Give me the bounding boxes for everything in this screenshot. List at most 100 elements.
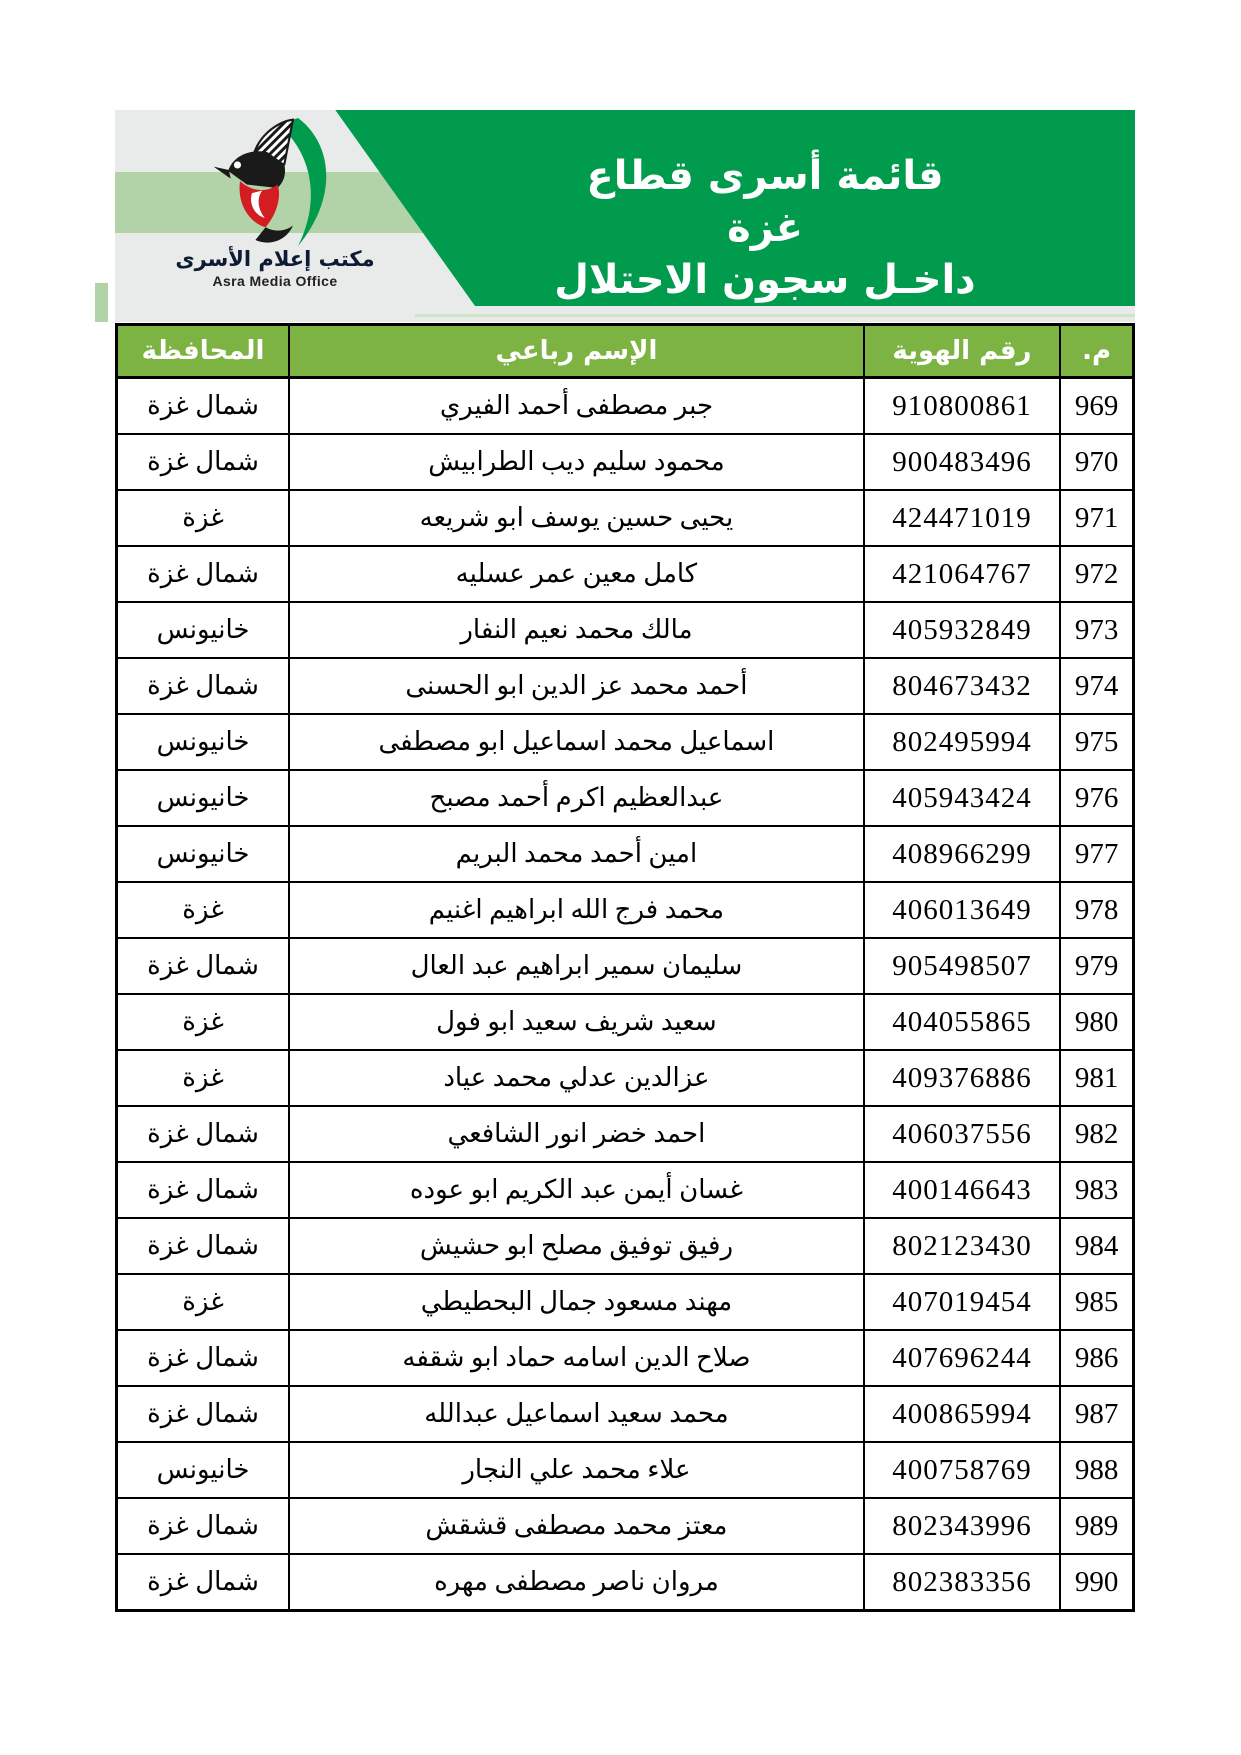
table-row: 982 406037556 احمد خضر انور الشافعي شمال غز… [115,1105,1135,1163]
table-row: 970 900483496 محمود سليم ديب الطرابيش شمال … [115,433,1135,491]
cell-name: اسماعيل محمد اسماعيل ابو مصطفى [288,713,865,771]
cell-gov: خانيونس [115,769,291,827]
cell-id: 404055865 [862,993,1062,1051]
table-header: م. رقم الهوية الإسم رباعي المحافظة [115,323,1135,379]
banner-title-line1: قائمة أسرى قطاع غزة [586,153,944,251]
bird-logo-icon [170,118,380,246]
cell-name: عزالدين عدلي محمد عياد [288,1049,865,1107]
cell-idx: 985 [1059,1273,1135,1331]
cell-id: 905498507 [862,937,1062,995]
cell-idx: 981 [1059,1049,1135,1107]
cell-id: 424471019 [862,489,1062,547]
cell-name: أحمد محمد عز الدين ابو الحسنى [288,657,865,715]
cell-id: 910800861 [862,376,1062,435]
header-cell-id: رقم الهوية [862,323,1062,379]
table-row: 973 405932849 مالك محمد نعيم النفار خانيونس [115,601,1135,659]
cell-name: عبدالعظيم اكرم أحمد مصبح [288,769,865,827]
cell-id: 400146643 [862,1161,1062,1219]
asra-logo: مكتب إعلام الأسرى Asra Media Office [170,118,380,290]
cell-id: 802495994 [862,713,1062,771]
cell-gov: خانيونس [115,825,291,883]
banner-title: قائمة أسرى قطاع غزة داخـل سجون الاحتلال [545,150,985,306]
cell-name: يحيى حسين يوسف ابو شريعه [288,489,865,547]
cell-id: 406037556 [862,1105,1062,1163]
cell-id: 804673432 [862,657,1062,715]
cell-idx: 986 [1059,1329,1135,1387]
cell-idx: 982 [1059,1105,1135,1163]
cell-id: 409376886 [862,1049,1062,1107]
cell-id: 408966299 [862,825,1062,883]
cell-gov: غزة [115,1273,291,1331]
cell-idx: 979 [1059,937,1135,995]
cell-idx: 975 [1059,713,1135,771]
cell-id: 407696244 [862,1329,1062,1387]
cell-gov: غزة [115,881,291,939]
cell-name: كامل معين عمر عسليه [288,545,865,603]
cell-name: احمد خضر انور الشافعي [288,1105,865,1163]
cell-idx: 969 [1059,376,1135,435]
cell-gov: شمال غزة [115,545,291,603]
cell-id: 802343996 [862,1497,1062,1555]
header-banner: قائمة أسرى قطاع غزة داخـل سجون الاحتلال [115,110,1135,322]
cell-gov: شمال غزة [115,376,291,435]
cell-gov: خانيونس [115,1441,291,1499]
table-row: 977 408966299 امين أحمد محمد البريم خانيونس [115,825,1135,883]
cell-idx: 988 [1059,1441,1135,1499]
table-row: 987 400865994 محمد سعيد اسماعيل عبدالله شما… [115,1385,1135,1443]
cell-name: غسان أيمن عبد الكريم ابو عوده [288,1161,865,1219]
left-edge-accent [95,283,108,322]
cell-gov: شمال غزة [115,1497,291,1555]
cell-id: 406013649 [862,881,1062,939]
cell-name: رفيق توفيق مصلح ابو حشيش [288,1217,865,1275]
cell-idx: 976 [1059,769,1135,827]
table-row: 971 424471019 يحيى حسين يوسف ابو شريعه غزة [115,489,1135,547]
header-row: م. رقم الهوية الإسم رباعي المحافظة [115,323,1135,379]
cell-idx: 990 [1059,1553,1135,1612]
header-cell-gov: المحافظة [115,323,291,379]
table-row: 969 910800861 جبر مصطفى أحمد الفيري شمال غز… [115,376,1135,435]
cell-name: سليمان سمير ابراهيم عبد العال [288,937,865,995]
table-row: 972 421064767 كامل معين عمر عسليه شمال غزة [115,545,1135,603]
cell-gov: شمال غزة [115,1553,291,1612]
table-row: 984 802123430 رفيق توفيق مصلح ابو حشيش شمال… [115,1217,1135,1275]
logo-caption-english: Asra Media Office [212,273,338,289]
table-row: 986 407696244 صلاح الدين اسامه حماد ابو شق… [115,1329,1135,1387]
cell-gov: شمال غزة [115,657,291,715]
cell-gov: شمال غزة [115,1161,291,1219]
cell-name: معتز محمد مصطفى قشقش [288,1497,865,1555]
header-cell-name: الإسم رباعي [288,323,865,379]
banner-hairline [415,314,1135,317]
cell-name: مروان ناصر مصطفى مهره [288,1553,865,1612]
cell-gov: شمال غزة [115,1217,291,1275]
cell-id: 421064767 [862,545,1062,603]
cell-gov: خانيونس [115,713,291,771]
cell-idx: 989 [1059,1497,1135,1555]
green-wedge [335,110,1135,306]
table-row: 979 905498507 سليمان سمير ابراهيم عبد العا… [115,937,1135,995]
cell-gov: شمال غزة [115,433,291,491]
table-row: 983 400146643 غسان أيمن عبد الكريم ابو عود… [115,1161,1135,1219]
prisoners-table-body: 969 910800861 جبر مصطفى أحمد الفيري شمال غز… [115,376,1135,1612]
cell-idx: 978 [1059,881,1135,939]
cell-gov: غزة [115,489,291,547]
cell-id: 802123430 [862,1217,1062,1275]
cell-name: علاء محمد علي النجار [288,1441,865,1499]
cell-name: صلاح الدين اسامه حماد ابو شقفه [288,1329,865,1387]
cell-name: امين أحمد محمد البريم [288,825,865,883]
cell-idx: 977 [1059,825,1135,883]
cell-idx: 972 [1059,545,1135,603]
cell-gov: خانيونس [115,601,291,659]
cell-name: محمود سليم ديب الطرابيش [288,433,865,491]
prisoners-table: م. رقم الهوية الإسم رباعي المحافظة 969 91080… [115,323,1135,1612]
cell-idx: 974 [1059,657,1135,715]
header-cell-idx: م. [1059,323,1135,379]
cell-id: 900483496 [862,433,1062,491]
cell-id: 405932849 [862,601,1062,659]
cell-name: سعيد شريف سعيد ابو فول [288,993,865,1051]
cell-id: 405943424 [862,769,1062,827]
table-row: 975 802495994 اسماعيل محمد اسماعيل ابو مصط… [115,713,1135,771]
table-row: 988 400758769 علاء محمد علي النجار خانيونس [115,1441,1135,1499]
cell-idx: 983 [1059,1161,1135,1219]
table-row: 976 405943424 عبدالعظيم اكرم أحمد مصبح خاني… [115,769,1135,827]
